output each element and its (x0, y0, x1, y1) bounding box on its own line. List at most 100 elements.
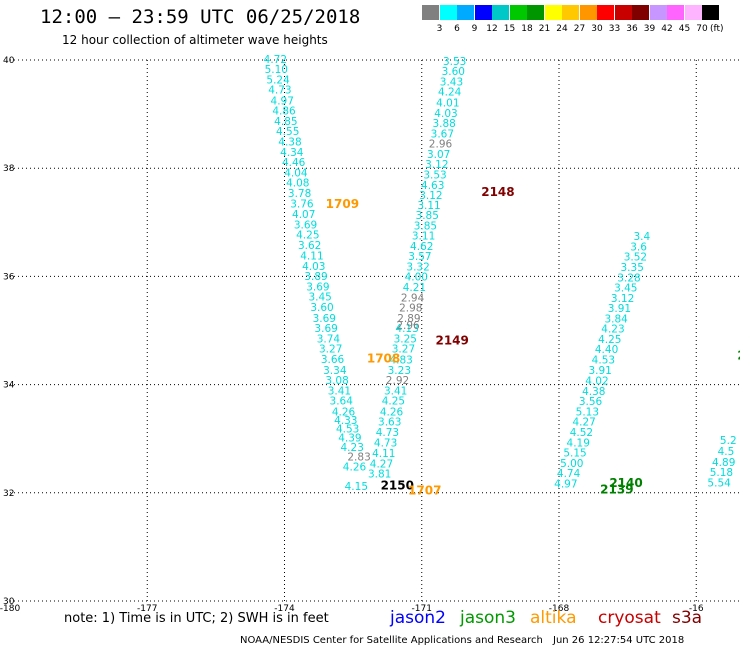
legend-label: 6 (454, 24, 460, 34)
wave-height-label: 3.60 (310, 302, 333, 314)
wave-height-label: 3.57 (408, 251, 431, 263)
wave-height-label: 4.73 (376, 427, 399, 439)
legend-label: 3 (436, 24, 443, 34)
wave-height-label: 4.11 (300, 251, 323, 263)
x-tick-label: -171 (412, 604, 432, 614)
y-tick-label: 38 (3, 164, 15, 174)
time-label: 2150 (381, 479, 414, 493)
legend-label: 9 (471, 24, 478, 34)
wave-height-label: 4.39 (338, 432, 361, 444)
x-tick-label: -180 (0, 604, 20, 614)
wave-height-label: 5.2 (720, 435, 737, 447)
wave-height-label: 2.96 (396, 320, 420, 332)
wave-height-label: 4.15 (345, 481, 368, 493)
wave-height-label: 5.24 (266, 74, 290, 86)
wave-height-label: 4.25 (382, 396, 405, 408)
wave-height-label: 4.97 (554, 478, 577, 490)
wave-height-label: 4.55 (276, 126, 299, 138)
legend-unit: (ft) (710, 24, 724, 34)
wave-height-label: 3.43 (440, 76, 463, 88)
wave-height-label: 3.76 (290, 199, 314, 211)
legend-label: 42 (661, 24, 673, 34)
legend-label: 36 (626, 24, 638, 34)
time-label: 1708 (367, 351, 400, 365)
wave-height-label: 2.96 (429, 139, 453, 151)
wave-height-label: 3.66 (321, 354, 345, 366)
wave-height-label: 2.89 (397, 313, 420, 325)
y-tick-label: 32 (3, 489, 14, 499)
wave-height-label: 3.41 (384, 385, 407, 397)
wave-height-label: 3.6 (630, 241, 647, 253)
wave-height-label: 4.25 (296, 230, 319, 242)
wave-height-label: 4.04 (284, 167, 308, 179)
wave-height-label: 5.00 (560, 458, 583, 470)
legend-label: 24 (556, 24, 568, 34)
legend-label: 30 (591, 24, 603, 34)
legend-label: 33 (608, 24, 621, 34)
wave-height-label: 3.69 (306, 281, 329, 293)
y-tick-label: 30 (3, 597, 15, 607)
wave-height-label: 3.07 (427, 149, 450, 161)
generation-timestamp: Jun 26 12:27:54 UTC 2018 (553, 635, 685, 646)
legend-label: 45 (678, 24, 691, 34)
legend-swatch (439, 5, 457, 20)
wave-height-label: 4.97 (271, 95, 294, 107)
wave-height-label: 4.26 (343, 462, 367, 474)
wave-height-label: 3.53 (423, 169, 446, 181)
wave-height-label: 5.10 (265, 64, 288, 76)
wave-height-label: 3.12 (611, 293, 634, 305)
wave-height-label: 4.03 (302, 261, 325, 273)
wave-height-label: 3.56 (579, 396, 603, 408)
wave-height-label: 4.03 (434, 108, 457, 120)
wave-height-label: 4.26 (380, 406, 404, 418)
wave-height-label: 3.85 (416, 210, 439, 222)
wave-height-label: 3.45 (614, 283, 637, 295)
wave-height-label: 4.24 (438, 87, 462, 99)
legend-label: 27 (573, 24, 586, 34)
wave-height-label: 3.88 (432, 118, 455, 130)
wave-height-label: 4.63 (421, 180, 444, 192)
wave-height-label: 4.62 (410, 241, 433, 253)
wave-height-label: 4.13 (395, 323, 418, 335)
wave-height-label: 4.07 (292, 209, 315, 221)
legend-swatch (649, 5, 667, 20)
wave-height-label: 4.11 (372, 448, 395, 460)
time-label: 214 (737, 349, 740, 363)
wave-height-label: 2.92 (386, 375, 409, 387)
wave-height-label: 3.63 (378, 417, 401, 429)
wave-height-label: 2.94 (401, 292, 425, 304)
wave-height-label: 3.91 (588, 365, 611, 377)
wave-height-label: 3.27 (392, 344, 415, 356)
legend-swatch (684, 5, 702, 20)
wave-height-label: 3.69 (314, 323, 337, 335)
y-tick-label: 36 (3, 272, 15, 282)
legend-swatch (527, 5, 544, 20)
wave-height-label: 3.12 (425, 159, 448, 171)
wave-height-label: 3.23 (388, 365, 411, 377)
wave-height-label: 3.25 (394, 333, 417, 345)
wave-height-label: 3.81 (368, 469, 391, 481)
wave-height-label: 4.08 (286, 178, 309, 190)
legend-label: 21 (538, 24, 551, 34)
credit-text: NOAA/NESDIS Center for Satellite Applica… (240, 635, 543, 646)
wave-height-label: 3.45 (308, 292, 331, 304)
wave-height-label: 3.12 (419, 190, 442, 202)
legend-label: 70 (696, 24, 708, 34)
wave-height-label: 3.78 (288, 188, 311, 200)
satellite-s3a-label: s3a (672, 608, 703, 628)
wave-height-label: 2.98 (399, 303, 422, 315)
legend-swatch (632, 5, 649, 20)
wave-height-label: 4.53 (592, 355, 615, 367)
wave-height-label: 3.85 (414, 220, 437, 232)
x-tick-label: -174 (274, 604, 295, 614)
wave-height-label: 4.23 (601, 324, 624, 336)
map-title: 12:00 – 23:59 UTC 06/25/2018 (40, 6, 361, 28)
footer-note: note: 1) Time is in UTC; 2) SWH is in fe… (64, 611, 329, 626)
wave-height-label: 5.54 (707, 477, 731, 489)
wave-height-label: 4.01 (436, 98, 459, 110)
wave-height-label: 3.91 (608, 303, 631, 315)
wave-height-label: 5.13 (576, 406, 599, 418)
wave-height-label: 4.72 (264, 54, 287, 66)
wave-height-label: 4.38 (278, 136, 301, 148)
wave-height-label: 3.69 (313, 313, 336, 325)
